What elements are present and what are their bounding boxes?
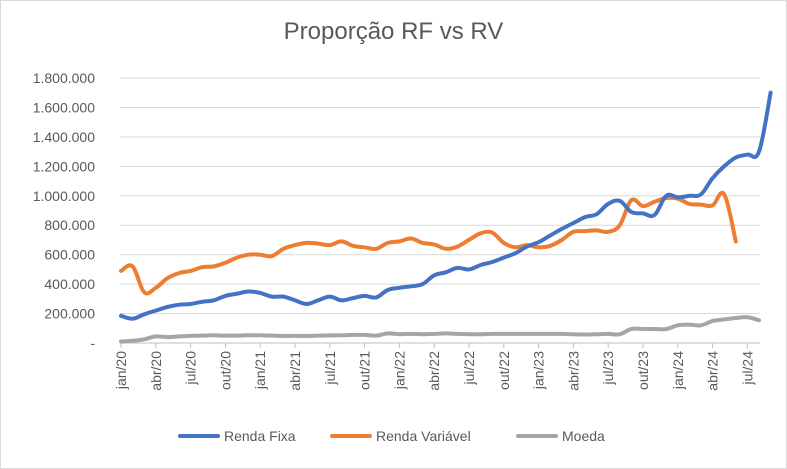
- x-tick-label: jan/22: [391, 351, 407, 390]
- y-tick-label: -: [90, 335, 95, 351]
- x-tick-label: jul/24: [739, 351, 755, 386]
- legend-label-moeda: Moeda: [562, 428, 605, 444]
- y-tick-label: 1.200.000: [33, 158, 95, 174]
- x-tick-label: jan/24: [670, 351, 686, 390]
- y-tick-label: 200.000: [44, 306, 95, 322]
- x-tick-label: jul/21: [322, 351, 338, 386]
- x-tick-label: out/23: [635, 351, 651, 390]
- x-tick-label: out/21: [357, 351, 373, 390]
- legend-label-renda-fixa: Renda Fixa: [224, 428, 296, 444]
- series-lines: [119, 90, 773, 344]
- y-tick-label: 800.000: [44, 217, 95, 233]
- x-tick-label: jul/20: [183, 351, 199, 386]
- x-tick-label: jul/22: [461, 351, 477, 386]
- x-tick-label: jan/20: [113, 351, 129, 390]
- series-line-renda-fixa: [119, 90, 773, 321]
- y-tick-label: 1.000.000: [33, 188, 95, 204]
- y-tick-label: 1.800.000: [33, 70, 95, 86]
- x-tick-label: abr/21: [287, 351, 303, 391]
- x-tick-label: abr/23: [565, 351, 581, 391]
- series-line-moeda: [119, 315, 761, 344]
- y-tick-label: 1.400.000: [33, 129, 95, 145]
- x-tick-label: abr/22: [426, 351, 442, 391]
- y-tick-label: 600.000: [44, 247, 95, 263]
- x-tick-label: abr/20: [148, 351, 164, 391]
- x-tick-label: out/22: [496, 351, 512, 390]
- y-tick-label: 1.600.000: [33, 99, 95, 115]
- gridlines: [120, 77, 760, 344]
- y-tick-label: 400.000: [44, 276, 95, 292]
- series-line-renda-variavel: [119, 190, 738, 296]
- x-tick-label: jul/23: [600, 351, 616, 386]
- x-tick-label: jan/23: [531, 351, 547, 390]
- x-tick-label: out/20: [217, 351, 233, 390]
- axes: - 200.000 400.000 600.000 800.000 1.000.000 1.…: [33, 70, 756, 391]
- chart-title: Proporção RF vs RV: [283, 18, 504, 45]
- legend: Renda Fixa Renda Variável Moeda: [178, 428, 605, 444]
- x-tick-label: abr/24: [705, 351, 721, 391]
- x-tick-label: jan/21: [252, 351, 268, 390]
- legend-label-renda-variavel: Renda Variável: [376, 428, 471, 444]
